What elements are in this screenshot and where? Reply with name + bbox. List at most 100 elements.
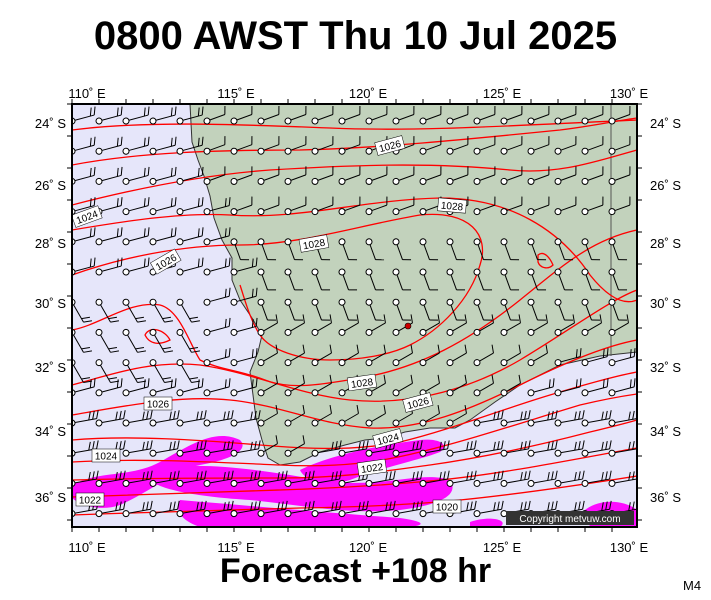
wind-barb: [473, 196, 496, 216]
wind-barb: [203, 227, 231, 246]
wind-barb: [72, 359, 93, 384]
wind-barb: [446, 136, 469, 155]
wind-barb: [122, 470, 153, 487]
wind-barb: [257, 404, 278, 427]
lon-label-bottom: 120˚ E: [349, 540, 388, 555]
wind-barb: [95, 257, 123, 276]
wind-barb: [500, 196, 523, 216]
wind-barb: [311, 344, 332, 367]
wind-barb: [554, 136, 577, 155]
wind-barb: [581, 378, 609, 397]
wind-barb: [284, 435, 305, 457]
wind-barb: [581, 470, 612, 487]
wind-barb: [608, 196, 631, 216]
wind-barb: [527, 470, 558, 487]
wind-barb: [230, 500, 261, 518]
svg-text:1028: 1028: [440, 201, 464, 214]
wind-barb: [95, 359, 120, 384]
wind-barb: [446, 238, 466, 261]
wind-barb: [608, 105, 631, 125]
lon-label-bottom: 130˚ E: [610, 540, 649, 555]
wind-barb: [581, 196, 604, 216]
wind-barb: [230, 105, 253, 125]
wind-barb: [72, 470, 99, 487]
isobar-label: 1028: [437, 197, 467, 214]
wind-barb: [527, 378, 555, 397]
wind-barb: [230, 470, 261, 487]
wind-barb: [500, 314, 521, 336]
wind-barb: [311, 314, 332, 336]
wind-barb: [311, 298, 331, 321]
wind-barb: [527, 268, 547, 291]
svg-text:1020: 1020: [436, 503, 459, 514]
wind-barb: [72, 298, 93, 323]
wind-barb: [149, 378, 177, 397]
wind-barb: [608, 238, 628, 261]
precipitation-areas: [72, 435, 637, 527]
wind-barb: [392, 470, 423, 487]
wind-barb: [149, 440, 180, 457]
map-frame: [71, 103, 638, 528]
wind-barb: [203, 470, 234, 487]
wind-barb: [176, 106, 204, 125]
wind-barb: [95, 136, 123, 155]
isobar-label: 1020: [432, 499, 462, 514]
wind-barb: [338, 136, 361, 155]
wind-barb: [554, 196, 577, 216]
wind-barb: [257, 314, 278, 336]
wind-barb: [284, 404, 305, 427]
lon-label-top: 125˚ E: [483, 86, 522, 101]
wind-barb: [419, 238, 439, 261]
wind-barb: [581, 136, 604, 155]
wind-barb: [392, 500, 423, 518]
isobar-label: 1028: [346, 373, 377, 392]
wind-barb: [311, 105, 334, 125]
isobar-label: 1022: [356, 458, 387, 477]
lat-label-left: 34˚ S: [35, 424, 66, 439]
wind-barb: [122, 298, 147, 323]
wind-barb: [446, 374, 467, 397]
lat-label-left: 26˚ S: [35, 178, 66, 193]
wind-barb: [419, 105, 442, 125]
wind-barb: [230, 287, 258, 306]
wind-barb: [392, 105, 415, 125]
wind-barb: [446, 298, 466, 321]
wind-barb: [122, 197, 150, 216]
wind-barb: [446, 344, 467, 367]
wind-barb: [365, 470, 396, 487]
wind-barb: [554, 166, 577, 185]
wind-barb: [230, 136, 253, 155]
wind-barb: [500, 374, 521, 397]
wind-barb: [257, 500, 288, 518]
lon-label-top: 120˚ E: [349, 86, 388, 101]
wind-barb: [176, 166, 204, 185]
wind-barb: [203, 317, 231, 336]
wind-barb: [392, 374, 413, 397]
wind-barb: [149, 410, 180, 427]
wind-barb: [527, 238, 547, 261]
wind-barb: [176, 378, 204, 397]
wind-barb: [500, 105, 523, 125]
wind-barb: [230, 440, 261, 457]
wind-barb: [311, 166, 334, 185]
wind-barb: [608, 348, 636, 367]
wind-barb: [122, 257, 150, 276]
wind-barb: [581, 238, 601, 261]
wind-barb: [338, 344, 359, 367]
wind-barb: [122, 410, 153, 427]
wind-barb: [176, 136, 204, 155]
svg-text:1026: 1026: [147, 400, 170, 411]
axis-labels: 110˚ E 110˚ E 115˚ E 115˚ E 120˚ E 120˚ E 125˚…: [35, 86, 681, 555]
lat-label-left: 30˚ S: [35, 296, 66, 311]
wind-barb: [284, 298, 304, 321]
wind-barb: [554, 410, 585, 427]
wind-barb: [149, 106, 177, 125]
wind-barb: [338, 404, 359, 427]
wind-barb: [257, 238, 277, 261]
wind-barb: [203, 105, 226, 125]
wind-barb: [149, 227, 177, 246]
wind-barb: [257, 196, 280, 216]
wind-barb: [608, 314, 629, 336]
wind-barb: [446, 166, 469, 185]
wind-barb: [122, 136, 150, 155]
